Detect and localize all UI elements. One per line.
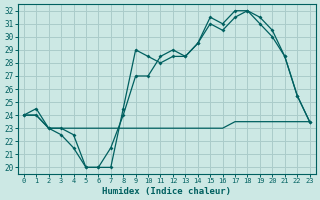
X-axis label: Humidex (Indice chaleur): Humidex (Indice chaleur) bbox=[102, 187, 231, 196]
